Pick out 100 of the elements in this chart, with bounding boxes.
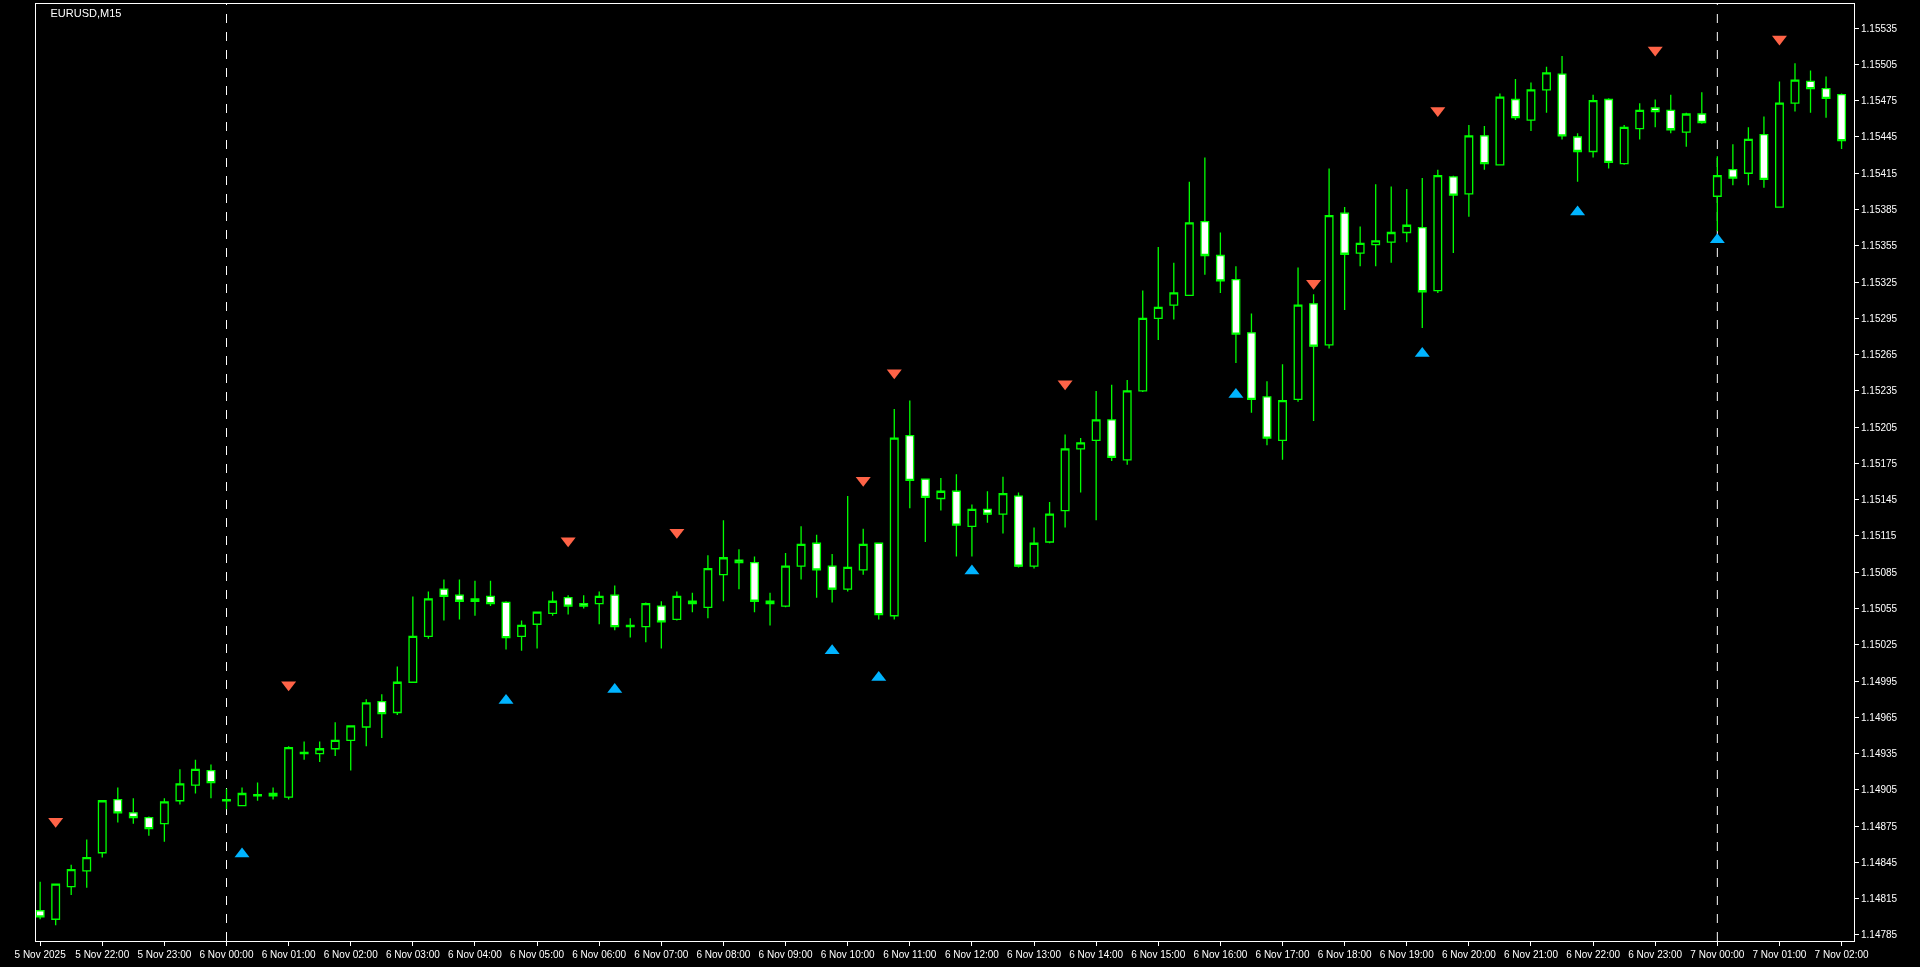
candlestick bbox=[377, 693, 387, 739]
candlestick bbox=[1138, 289, 1148, 393]
x-tick-label: 6 Nov 17:00 bbox=[1255, 949, 1310, 960]
candlestick bbox=[1588, 94, 1598, 159]
candlestick bbox=[1526, 81, 1536, 132]
x-tick-label: 6 Nov 11:00 bbox=[883, 949, 937, 960]
candlestick bbox=[1479, 125, 1489, 171]
candlestick bbox=[905, 399, 915, 509]
x-tick-label: 6 Nov 02:00 bbox=[323, 949, 379, 960]
candlestick bbox=[1371, 183, 1381, 268]
candlestick bbox=[82, 838, 92, 889]
candlestick bbox=[1542, 66, 1551, 114]
candlestick bbox=[1573, 132, 1583, 183]
candlestick bbox=[750, 555, 759, 613]
candlestick bbox=[1045, 501, 1055, 544]
candlestick bbox=[920, 478, 930, 543]
candlestick bbox=[1340, 206, 1350, 311]
y-tick-label: 1.14905 bbox=[1861, 784, 1898, 796]
x-tick-label: 6 Nov 16:00 bbox=[1193, 949, 1248, 960]
y-tick-label: 1.15355 bbox=[1861, 240, 1898, 252]
candlestick bbox=[641, 601, 651, 644]
y-tick-label: 1.15115 bbox=[1861, 530, 1897, 542]
candlestick bbox=[1247, 312, 1256, 414]
candlestick bbox=[1076, 437, 1086, 494]
candlestick bbox=[1635, 102, 1645, 141]
candlestick bbox=[563, 594, 573, 616]
candlestick bbox=[1650, 98, 1660, 128]
candlestick bbox=[113, 786, 123, 824]
candlestick bbox=[439, 578, 449, 622]
candlestick bbox=[827, 553, 837, 604]
candlestick bbox=[501, 600, 511, 651]
candlestick bbox=[1495, 92, 1505, 166]
candlestick bbox=[579, 594, 589, 610]
x-tick-label: 5 Nov 22:00 bbox=[75, 949, 130, 960]
y-tick-label: 1.15475 bbox=[1861, 95, 1898, 107]
candlestick bbox=[625, 617, 635, 639]
candlestick bbox=[734, 548, 744, 590]
candlestick bbox=[1666, 94, 1676, 135]
y-tick-label: 1.15235 bbox=[1861, 385, 1898, 397]
candlestick bbox=[1386, 185, 1396, 264]
candlestick bbox=[1619, 124, 1629, 166]
candlestick bbox=[1712, 155, 1722, 232]
y-tick-label: 1.14785 bbox=[1861, 929, 1898, 941]
candlestick bbox=[1014, 491, 1023, 569]
x-tick-label: 6 Nov 07:00 bbox=[634, 949, 689, 960]
x-tick-label: 7 Nov 02:00 bbox=[1814, 949, 1869, 960]
candlestick bbox=[843, 495, 853, 593]
candlestick bbox=[858, 528, 868, 576]
y-tick-label: 1.15205 bbox=[1861, 421, 1898, 433]
x-tick-label: 6 Nov 23:00 bbox=[1628, 949, 1683, 960]
candlestick bbox=[190, 759, 200, 795]
candlestick bbox=[392, 665, 402, 716]
x-tick-label: 6 Nov 22:00 bbox=[1566, 949, 1621, 960]
x-tick-label: 6 Nov 06:00 bbox=[572, 949, 627, 960]
candlestick bbox=[672, 590, 682, 622]
candlestick bbox=[874, 542, 884, 621]
candlestick bbox=[1293, 266, 1303, 403]
candlestick bbox=[1309, 293, 1319, 422]
x-tick-label: 7 Nov 01:00 bbox=[1752, 949, 1807, 960]
candlestick bbox=[1511, 78, 1520, 121]
x-tick-label: 5 Nov 23:00 bbox=[137, 949, 192, 960]
candlestick bbox=[222, 788, 231, 810]
candlestick bbox=[1091, 390, 1101, 521]
candlestick bbox=[268, 786, 278, 801]
candlestick bbox=[1231, 265, 1241, 364]
candlestick bbox=[1029, 526, 1039, 570]
candlestick bbox=[765, 592, 775, 627]
candlestick bbox=[1122, 379, 1132, 466]
candlestick bbox=[594, 590, 604, 625]
candlestick bbox=[1775, 80, 1784, 208]
candlestick bbox=[656, 600, 666, 650]
x-tick-label: 6 Nov 08:00 bbox=[696, 949, 751, 960]
candlestick bbox=[1837, 92, 1847, 150]
x-tick-label: 6 Nov 03:00 bbox=[385, 949, 441, 960]
candlestick bbox=[936, 477, 946, 512]
candlestick bbox=[1200, 156, 1210, 276]
candlestick bbox=[1417, 177, 1427, 329]
candlestick bbox=[687, 592, 697, 613]
candlestick bbox=[1169, 262, 1179, 321]
candlestick bbox=[253, 781, 263, 802]
x-tick-label: 6 Nov 12:00 bbox=[944, 949, 1000, 960]
candlestick bbox=[703, 554, 713, 619]
x-tick-label: 6 Nov 15:00 bbox=[1131, 949, 1186, 960]
y-tick-label: 1.14995 bbox=[1861, 675, 1898, 687]
candlestick bbox=[532, 611, 542, 650]
candlestick bbox=[330, 721, 340, 757]
candlestick bbox=[718, 519, 728, 602]
candlestick bbox=[66, 864, 76, 896]
candlestick bbox=[889, 408, 899, 621]
candlestick bbox=[486, 580, 495, 607]
candlestick bbox=[1433, 168, 1443, 294]
x-tick-label: 6 Nov 18:00 bbox=[1317, 949, 1373, 960]
x-tick-label: 6 Nov 14:00 bbox=[1069, 949, 1124, 960]
candlestick bbox=[781, 552, 791, 608]
y-tick-label: 1.15325 bbox=[1861, 276, 1898, 288]
candlestick bbox=[998, 476, 1008, 535]
candlestick bbox=[1402, 188, 1412, 243]
candlestick bbox=[1215, 231, 1225, 294]
candlestick bbox=[315, 740, 325, 763]
candlestick bbox=[967, 503, 977, 558]
